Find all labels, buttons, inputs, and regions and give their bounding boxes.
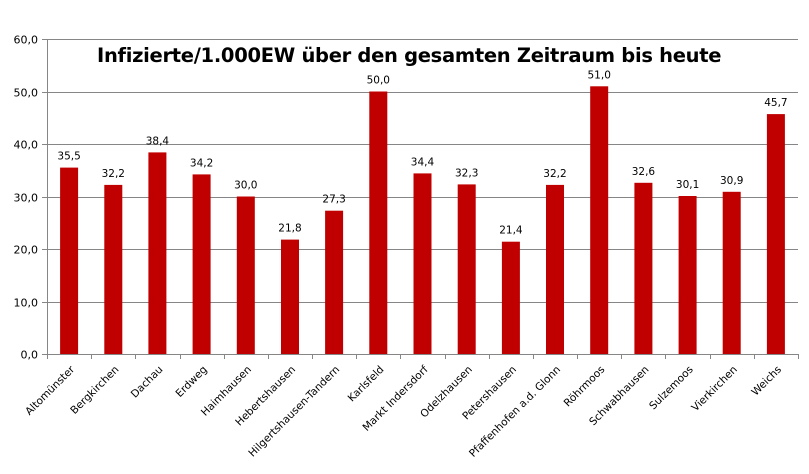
bar [369, 91, 388, 354]
bar [325, 210, 344, 354]
bar [722, 191, 741, 354]
bar [281, 239, 299, 354]
category-label: Vierkirchen [689, 364, 739, 414]
data-label: 30,1 [676, 179, 699, 191]
category-label: Röhrmoos [562, 364, 608, 410]
y-tick-label: 40,0 [14, 139, 39, 152]
bar [236, 196, 255, 354]
y-tick-label: 30,0 [14, 192, 39, 205]
data-label: 50,0 [367, 75, 390, 87]
bar [501, 241, 520, 354]
data-label: 38,4 [146, 135, 170, 147]
data-label: 27,3 [322, 194, 345, 206]
data-label: 51,0 [588, 69, 611, 81]
bar [192, 174, 211, 354]
data-label: 32,6 [632, 166, 656, 178]
data-label: 30,0 [234, 180, 257, 192]
data-label: 34,4 [411, 156, 435, 168]
category-label: Erdweg [174, 364, 210, 400]
y-tick-label: 20,0 [14, 244, 39, 257]
y-tick-label: 0,0 [21, 349, 39, 362]
bar [634, 182, 653, 354]
data-label: 45,7 [764, 97, 787, 109]
chart-title: Infizierte/1.000EW über den gesamten Zei… [97, 44, 722, 67]
category-label: Pfaffenhofen a.d. Glonn [467, 364, 563, 460]
bar [413, 173, 432, 354]
category-label: Dachau [129, 364, 166, 401]
bar [546, 184, 564, 354]
bar [457, 184, 476, 354]
data-label: 30,9 [720, 175, 743, 187]
data-label: 21,8 [278, 223, 301, 235]
data-label: 32,2 [543, 168, 566, 180]
data-label: 32,3 [455, 167, 478, 179]
bar [590, 86, 609, 355]
bar [148, 152, 167, 354]
data-label: 21,4 [499, 225, 523, 237]
y-tick-label: 50,0 [14, 87, 39, 100]
data-labels: 35,5 32,2 38,4 34,2 30,0 21,8 27,3 50,0 34,4 32,3… [57, 69, 787, 236]
bar [60, 167, 79, 354]
category-label: Weichs [749, 364, 784, 399]
data-label: 35,5 [57, 151, 80, 163]
category-label: Karlsfeld [346, 364, 387, 405]
bar [104, 184, 123, 354]
axes [42, 39, 799, 359]
bar [766, 114, 785, 354]
data-label: 32,2 [102, 168, 125, 180]
bars [60, 86, 785, 355]
data-label: 34,2 [190, 157, 213, 169]
y-tick-label: 60,0 [14, 34, 39, 47]
bar [678, 196, 697, 354]
category-label: Sulzemoos [647, 364, 696, 413]
y-axis-ticks: 0,0 10,0 20,0 30,0 40,0 50,0 60,0 [14, 34, 39, 362]
y-tick-label: 10,0 [14, 297, 39, 310]
category-label: Hilgertshausen-Tandern [246, 364, 342, 460]
